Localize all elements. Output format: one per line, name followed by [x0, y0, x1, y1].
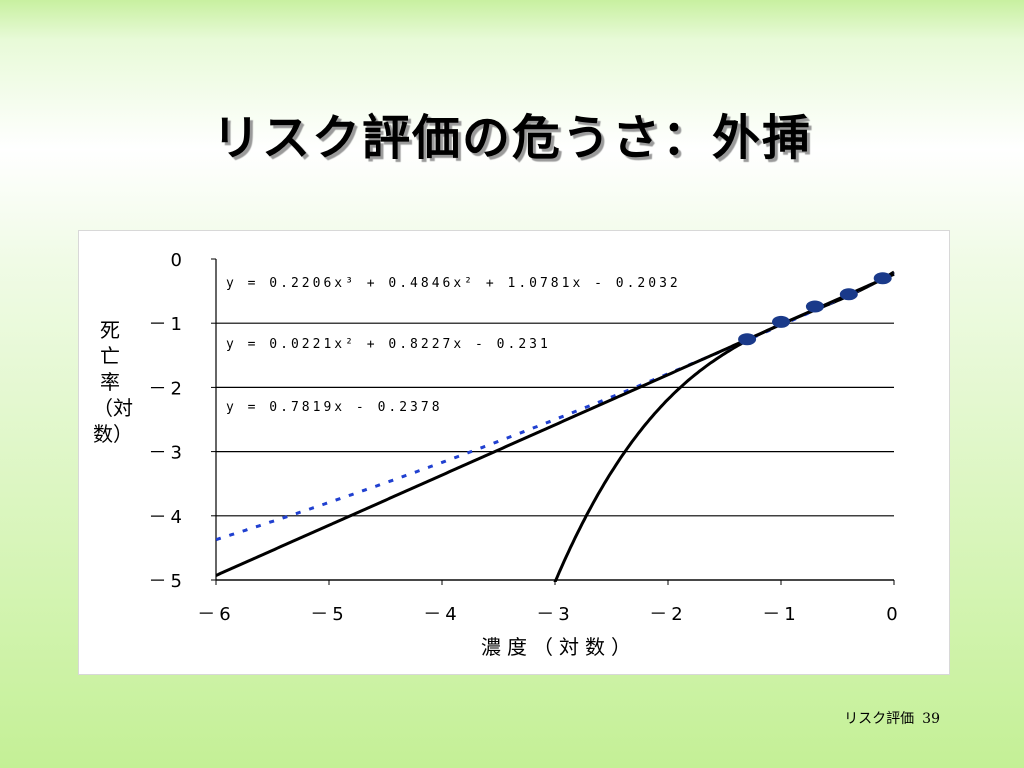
- x-tick-label: －4: [423, 604, 460, 625]
- tick-layer: 0 －1 －2 －3 －4 －5 －6 －5 －4 －3 －2 －1 0: [149, 250, 901, 625]
- slide-title: リスク評価の危うさ：外挿: [211, 110, 812, 166]
- x-tick-label: －6: [197, 604, 234, 625]
- y-tick-label: －4: [149, 507, 186, 528]
- series-layer: [216, 270, 895, 582]
- equation-label-2: y = 0.0221x² + 0.8227x - 0.231: [226, 337, 551, 352]
- x-tick-label: 0: [886, 604, 901, 625]
- data-point: [873, 272, 892, 285]
- points-layer: [738, 272, 892, 346]
- x-axis-label: 濃度（対数）: [481, 635, 637, 659]
- series-line-1: [553, 270, 895, 582]
- x-tick-label: －3: [536, 604, 573, 625]
- equation-layer: y = 0.2206x³ + 0.4846x² + 1.0781x - 0.20…: [226, 276, 681, 415]
- page-number: 39: [922, 711, 940, 727]
- y-tick-label: 0: [171, 250, 186, 271]
- equation-label-3: y = 0.7819x - 0.2378: [226, 400, 443, 415]
- y-tick-label: －1: [149, 314, 186, 335]
- chart-plot: y = 0.2206x³ + 0.4846x² + 1.0781x - 0.20…: [149, 250, 901, 625]
- data-point: [805, 300, 824, 313]
- footer-text: リスク評価: [844, 711, 915, 727]
- data-point: [738, 333, 757, 346]
- data-point: [839, 288, 858, 301]
- y-axis-label: 死亡率（対数）: [93, 318, 133, 446]
- series-line-3: [216, 272, 895, 577]
- x-tick-label: －2: [649, 604, 686, 625]
- y-tick-label: －5: [149, 571, 186, 592]
- x-tick-label: －1: [762, 604, 799, 625]
- data-point: [772, 315, 790, 328]
- slide-footer: リスク評価 39: [760, 708, 940, 728]
- y-tick-label: －2: [149, 378, 186, 399]
- y-tick-label: －3: [149, 443, 186, 464]
- chart-panel: y = 0.2206x³ + 0.4846x² + 1.0781x - 0.20…: [78, 230, 950, 675]
- x-tick-label: －5: [310, 604, 347, 625]
- equation-label-1: y = 0.2206x³ + 0.4846x² + 1.0781x - 0.20…: [226, 276, 681, 291]
